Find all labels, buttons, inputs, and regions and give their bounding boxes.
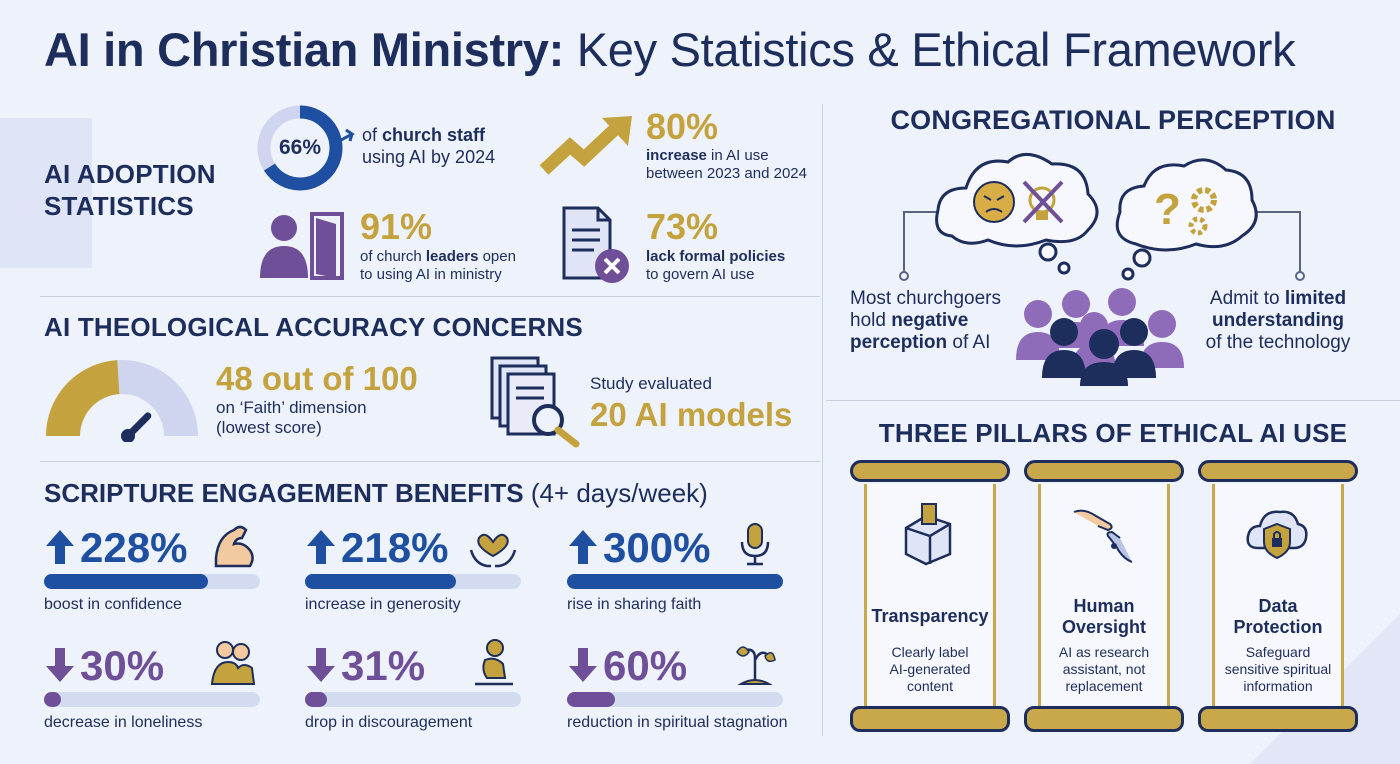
microphone-icon bbox=[740, 523, 770, 566]
heart-hands-icon bbox=[469, 533, 517, 568]
pillar-column: Data Protection Safeguard sensitive spiritu… bbox=[1198, 460, 1358, 736]
trend-up-arrow-icon bbox=[540, 116, 632, 175]
pillars-heading: THREE PILLARS OF ETHICAL AI USE bbox=[878, 418, 1348, 448]
engagement-bar-fill bbox=[44, 574, 209, 589]
pillar-description: Clearly label AI-generated content bbox=[889, 644, 971, 694]
arrow-up-icon bbox=[569, 530, 597, 564]
pillar-capital bbox=[1198, 460, 1358, 482]
faith-score-value: 48 out of 100 bbox=[216, 360, 418, 397]
document-search-icon bbox=[490, 356, 580, 448]
hand-robot-icon bbox=[1073, 509, 1133, 563]
faith-score-caption: on ‘Faith’ dimension (lowest score) bbox=[216, 398, 367, 437]
divider-vertical bbox=[822, 104, 823, 736]
hug-icon bbox=[210, 641, 256, 685]
increase-caption: increase in AI use between 2023 and 2024 bbox=[646, 147, 807, 182]
title-rest: Key Statistics & Ethical Framework bbox=[564, 23, 1296, 76]
divider-adoption bbox=[40, 296, 820, 297]
pillar-description: Safeguard sensitive spiritual information bbox=[1224, 644, 1332, 694]
engagement-bar-track bbox=[567, 692, 783, 707]
engagement-value: 218% bbox=[341, 524, 449, 571]
sitting-person-icon bbox=[475, 639, 513, 686]
pillar-column: Transparency Clearly label AI-generated con… bbox=[850, 460, 1010, 736]
engagement-bar-fill bbox=[567, 574, 783, 589]
policies-caption: lack formal policies to govern AI use bbox=[646, 248, 786, 283]
arrow-down-icon bbox=[569, 648, 597, 682]
engagement-caption: decrease in loneliness bbox=[44, 714, 203, 731]
pillar-capital bbox=[850, 460, 1010, 482]
engagement-value: 300% bbox=[603, 524, 711, 571]
engagement-value: 31% bbox=[341, 642, 426, 689]
engagement-bar-track bbox=[567, 574, 783, 589]
pillar-title: Data Protection bbox=[1233, 596, 1323, 637]
bg-decor-left bbox=[0, 118, 92, 268]
adoption-heading-line1: AI ADOPTION bbox=[44, 159, 216, 189]
theology-heading: AI THEOLOGICAL ACCURACY CONCERNS bbox=[44, 312, 583, 342]
engagement-bar-fill bbox=[305, 692, 327, 707]
engagement-caption: increase in generosity bbox=[305, 596, 461, 613]
leaders-caption: of church leaders open to using AI in mi… bbox=[360, 248, 516, 283]
faith-score-gauge bbox=[46, 360, 198, 442]
adoption-heading: AI ADOPTION STATISTICS bbox=[44, 158, 216, 222]
perception-heading: CONGREGATIONAL PERCEPTION bbox=[890, 105, 1336, 135]
arrow-down-icon bbox=[46, 648, 74, 682]
pillar-base bbox=[850, 706, 1010, 732]
engagement-bar-fill bbox=[305, 574, 457, 589]
engagement-caption: rise in sharing faith bbox=[567, 596, 702, 613]
engagement-value: 30% bbox=[80, 642, 165, 689]
arrow-up-icon bbox=[46, 530, 74, 564]
page-title: AI in Christian Ministry: Key Statistics… bbox=[44, 22, 1296, 78]
increase-percent: 80% bbox=[646, 106, 719, 147]
perception-illustration: ? bbox=[899, 153, 1305, 386]
engagement-value: 60% bbox=[603, 642, 688, 689]
engagement-heading: SCRIPTURE ENGAGEMENT BENEFITS (4+ days/w… bbox=[44, 478, 708, 508]
engagement-bar-fill bbox=[567, 692, 615, 707]
staff-caption: of church staff using AI by 2024 bbox=[362, 125, 496, 167]
engagement-bar-track bbox=[305, 574, 521, 589]
engagement-caption: drop in discouragement bbox=[305, 714, 473, 731]
divider-right bbox=[826, 400, 1400, 401]
study-value: 20 AI models bbox=[590, 396, 793, 433]
engagement-bar-fill bbox=[44, 692, 62, 707]
engagement-bar-track bbox=[305, 692, 521, 707]
svg-text:?: ? bbox=[1154, 185, 1181, 234]
pillar-title: Human Oversight bbox=[1061, 596, 1147, 637]
divider-theology bbox=[40, 461, 820, 462]
adoption-heading-line2: STATISTICS bbox=[44, 191, 194, 221]
engagement-value: 228% bbox=[80, 524, 188, 571]
arrow-down-icon bbox=[307, 648, 335, 682]
document-reject-icon bbox=[562, 206, 629, 283]
title-bold: AI in Christian Ministry: bbox=[44, 23, 564, 76]
staff-donut-chart bbox=[257, 105, 355, 191]
wilting-plant-icon bbox=[736, 646, 776, 685]
pillar-description: AI as research assistant, not replacement bbox=[1058, 644, 1150, 694]
policies-percent: 73% bbox=[646, 206, 719, 247]
arrow-up-icon bbox=[307, 530, 335, 564]
perception-right-text: Admit to limited understanding of the te… bbox=[1205, 288, 1351, 353]
muscle-icon bbox=[214, 525, 254, 568]
engagement-bar-track bbox=[44, 574, 260, 589]
engagement-bar-track bbox=[44, 692, 260, 707]
pillar-base bbox=[1024, 706, 1184, 732]
pillar-base bbox=[1198, 706, 1358, 732]
study-caption: Study evaluated bbox=[590, 374, 712, 393]
staff-percent: 66% bbox=[278, 136, 322, 159]
engagement-caption: boost in confidence bbox=[44, 596, 182, 613]
leader-door-icon bbox=[260, 212, 344, 280]
pillar-capital bbox=[1024, 460, 1184, 482]
pillar-title: Transparency bbox=[871, 606, 989, 626]
pillar-column: Human Oversight AI as research assistant, n… bbox=[1024, 460, 1184, 736]
ballot-box-icon bbox=[904, 503, 952, 566]
perception-left-text: Most churchgoers hold negative perceptio… bbox=[850, 288, 1002, 353]
leaders-percent: 91% bbox=[360, 206, 433, 247]
shield-cloud-icon bbox=[1246, 510, 1308, 560]
engagement-caption: reduction in spiritual stagnation bbox=[567, 714, 788, 731]
